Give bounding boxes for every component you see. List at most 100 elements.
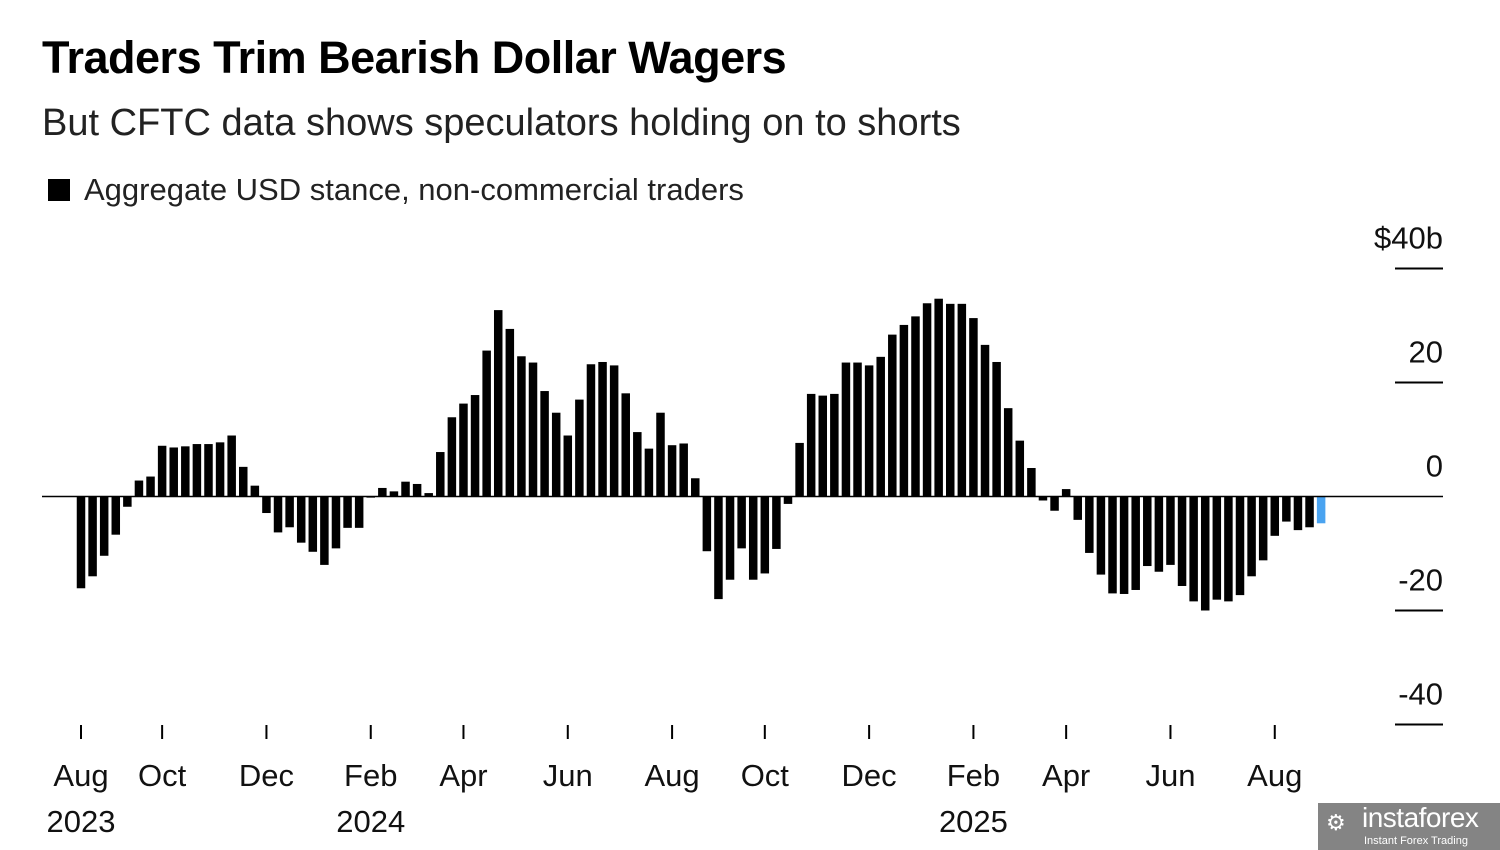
bar (934, 298, 943, 497)
bar (795, 442, 804, 497)
bar (1166, 496, 1175, 565)
bar (737, 496, 746, 549)
x-tick-label: Jun (1145, 758, 1195, 793)
bar (853, 362, 862, 497)
legend-label: Aggregate USD stance, non-commercial tra… (84, 172, 744, 207)
bar (1096, 496, 1106, 575)
bar (667, 445, 677, 497)
bar (806, 393, 816, 497)
bar (412, 483, 422, 497)
bar (841, 362, 851, 497)
bar (123, 496, 132, 507)
bar (980, 344, 990, 497)
bar (1258, 496, 1268, 561)
x-tick-label: Feb (344, 758, 397, 793)
bar (1143, 496, 1152, 567)
bar (1038, 496, 1048, 501)
bar (111, 496, 121, 535)
bar (1200, 496, 1210, 611)
x-tick-label: Jun (543, 758, 593, 793)
x-tick-label: Oct (138, 758, 187, 793)
bar (88, 496, 97, 577)
bar (470, 395, 480, 497)
bar (1131, 496, 1140, 590)
y-tick-label: -20 (1398, 563, 1443, 598)
bar (1270, 496, 1280, 536)
bar (830, 393, 839, 497)
bar (551, 412, 561, 497)
x-tick-label: Aug (1247, 758, 1302, 793)
bar (517, 356, 526, 497)
y-tick-label: 20 (1409, 335, 1443, 370)
bar (262, 496, 271, 514)
bar (1027, 468, 1036, 497)
bar (227, 435, 236, 497)
bar (969, 318, 978, 497)
bar (1224, 496, 1233, 602)
bar (1177, 496, 1187, 586)
bar (331, 496, 341, 549)
y-tick-label: -40 (1398, 677, 1443, 712)
bar (899, 324, 909, 497)
x-tick-label: Dec (239, 758, 294, 793)
bar (76, 496, 86, 589)
bar (239, 466, 248, 497)
bar (575, 399, 584, 497)
bar (401, 481, 410, 497)
bar (389, 491, 399, 497)
bar (1293, 496, 1303, 531)
bar (1282, 496, 1291, 522)
bar (424, 493, 433, 497)
chart-title: Traders Trim Bearish Dollar Wagers (42, 32, 787, 83)
bar (343, 496, 352, 528)
bar (459, 403, 468, 497)
bar (1015, 440, 1025, 497)
bar (320, 496, 329, 565)
bar (436, 452, 445, 497)
bar (725, 496, 735, 580)
bar (818, 395, 828, 497)
bar (598, 361, 607, 497)
x-tick-label: Oct (741, 758, 790, 793)
bar (679, 443, 688, 497)
x-year-label: 2024 (336, 804, 405, 839)
watermark-name: instaforex (1362, 802, 1479, 833)
bar (1212, 496, 1222, 600)
bar (204, 444, 213, 497)
bar (691, 478, 700, 497)
bar (876, 356, 885, 497)
bar (714, 496, 723, 600)
bar (621, 393, 630, 497)
bar (1108, 496, 1117, 594)
bar (656, 412, 665, 497)
latest-bar (1316, 496, 1326, 524)
bar (633, 432, 642, 497)
x-year-label: 2023 (47, 804, 116, 839)
x-year-label: 2025 (939, 804, 1008, 839)
bar (888, 334, 897, 497)
bar (273, 496, 283, 533)
bar (528, 362, 538, 497)
bar (1073, 496, 1082, 520)
bar (946, 303, 955, 497)
y-tick-label: 0 (1426, 449, 1443, 484)
bar (215, 442, 225, 497)
x-tick-label: Aug (53, 758, 108, 793)
bar (922, 303, 932, 497)
bar (783, 496, 793, 504)
bar (1061, 489, 1071, 497)
bar (992, 361, 1001, 497)
bar (772, 496, 781, 549)
x-tick-label: Aug (645, 758, 700, 793)
bar (1003, 408, 1013, 497)
bar (169, 447, 178, 497)
bar (296, 496, 306, 543)
bar (1154, 496, 1164, 572)
bar (447, 417, 457, 497)
x-tick-label: Feb (947, 758, 1000, 793)
bar (1050, 496, 1059, 511)
watermark-tagline: Instant Forex Trading (1364, 835, 1468, 847)
bar (1235, 496, 1245, 596)
bar (493, 310, 503, 497)
